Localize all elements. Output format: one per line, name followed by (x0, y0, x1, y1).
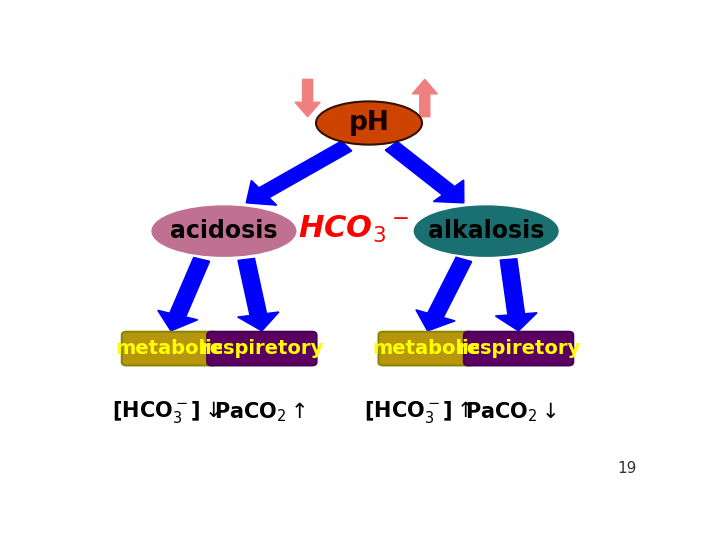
FancyArrow shape (416, 257, 472, 331)
Text: HCO$_3$$^-$: HCO$_3$$^-$ (298, 213, 409, 245)
FancyBboxPatch shape (207, 332, 317, 366)
Text: PaCO$_2$$\downarrow$: PaCO$_2$$\downarrow$ (465, 400, 557, 424)
Text: metabolic: metabolic (115, 339, 224, 358)
Ellipse shape (151, 205, 297, 257)
FancyBboxPatch shape (122, 332, 217, 366)
FancyArrow shape (413, 79, 437, 117)
Text: respiretory: respiretory (200, 339, 323, 358)
Text: alkalosis: alkalosis (428, 219, 544, 243)
Text: pH: pH (348, 110, 390, 136)
Text: 19: 19 (618, 462, 637, 476)
FancyArrow shape (495, 259, 537, 331)
Ellipse shape (413, 205, 559, 257)
FancyBboxPatch shape (379, 332, 474, 366)
Text: [HCO$_3^-$]$\downarrow$: [HCO$_3^-$]$\downarrow$ (112, 399, 219, 425)
FancyArrow shape (385, 141, 464, 203)
Ellipse shape (316, 102, 422, 145)
Text: respiretory: respiretory (457, 339, 580, 358)
FancyBboxPatch shape (464, 332, 573, 366)
Text: PaCO$_2$$\uparrow$: PaCO$_2$$\uparrow$ (215, 400, 306, 424)
FancyArrow shape (158, 258, 210, 331)
Text: [HCO$_3^-$]$\uparrow$: [HCO$_3^-$]$\uparrow$ (364, 399, 472, 425)
FancyArrow shape (238, 259, 279, 331)
Text: acidosis: acidosis (170, 219, 278, 243)
FancyArrow shape (295, 79, 320, 117)
FancyArrow shape (246, 141, 352, 205)
Text: metabolic: metabolic (372, 339, 480, 358)
